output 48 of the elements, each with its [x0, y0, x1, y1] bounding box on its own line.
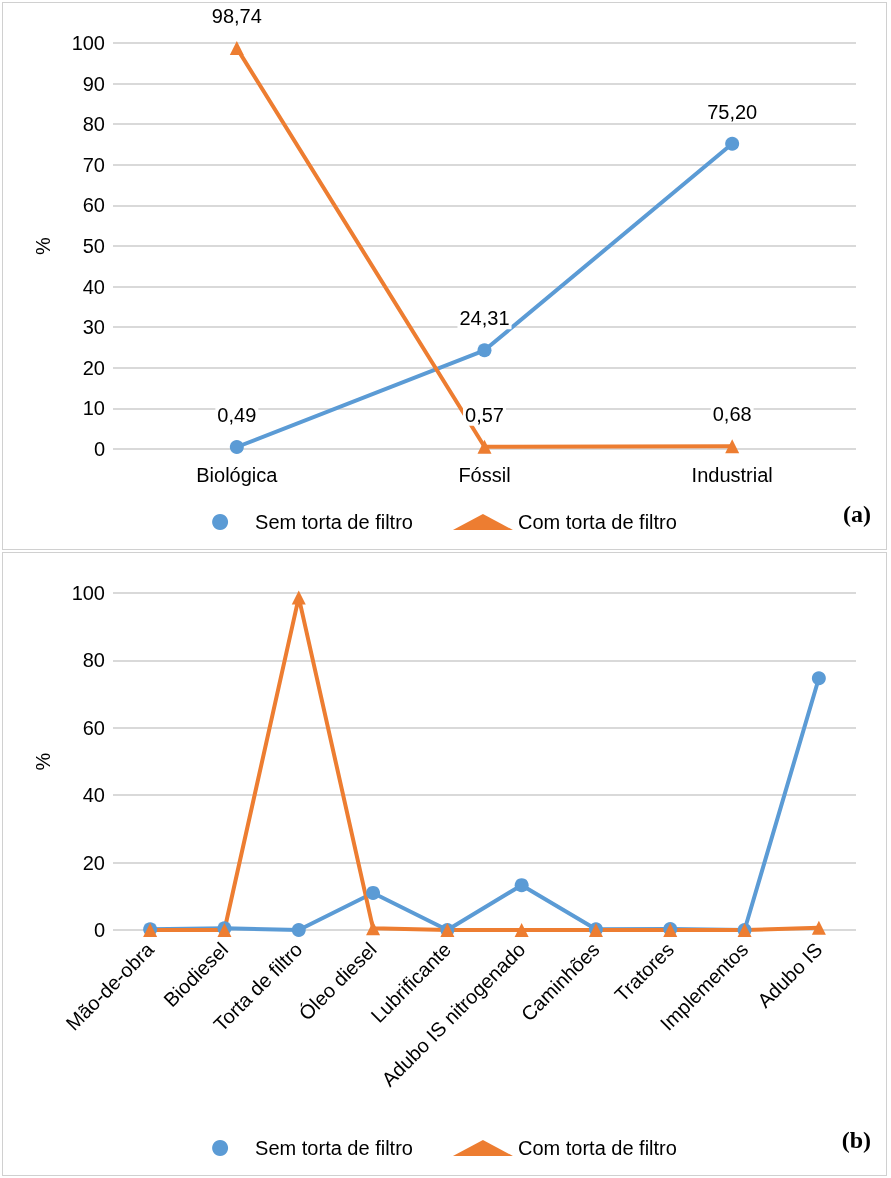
- point: [725, 439, 740, 454]
- x-tick-label: Biológica: [196, 464, 279, 486]
- y-axis-title: %: [32, 236, 54, 255]
- y-axis-title: %: [32, 752, 54, 771]
- point: [725, 136, 740, 151]
- text: (a): [843, 501, 871, 527]
- y-tick-label: 80: [82, 649, 105, 672]
- point: [366, 885, 381, 900]
- y-tick-label: 40: [82, 275, 105, 298]
- point: [514, 878, 529, 893]
- data-label: 0,68: [712, 403, 752, 426]
- point: [291, 590, 306, 605]
- y-tick-label: 70: [82, 153, 105, 176]
- y-tick-label: 80: [82, 113, 105, 136]
- y-tick-label: 30: [82, 316, 105, 339]
- data-label: 0,57: [465, 403, 504, 426]
- y-tick-label: 100: [71, 32, 105, 54]
- point: [514, 923, 529, 937]
- y-tick-label: 60: [82, 194, 105, 217]
- x-tick-label: Industrial: [691, 464, 773, 486]
- point: [366, 921, 381, 936]
- y-tick-label: 60: [82, 716, 105, 739]
- legend-label: Com torta de filtro: [517, 1137, 677, 1159]
- data-label: 24,31: [459, 307, 510, 330]
- x-tick-label: Fóssil: [458, 464, 511, 486]
- y-tick-label: 100: [71, 582, 105, 604]
- legend-label: Sem torta de filtro: [255, 511, 413, 533]
- legend-label: Sem torta de filtro: [255, 1137, 413, 1159]
- data-label: 98,74: [211, 5, 262, 28]
- data-label: 75,20: [707, 100, 758, 123]
- data-label: 0,49: [217, 404, 257, 427]
- y-tick-label: 50: [82, 235, 105, 257]
- y-tick-label: 0: [93, 438, 105, 460]
- point: [811, 671, 826, 686]
- point: [229, 41, 244, 56]
- y-tick-label: 20: [82, 356, 105, 379]
- point: [477, 343, 492, 358]
- point: [229, 440, 244, 455]
- point: [477, 439, 492, 454]
- text: (b): [841, 1127, 872, 1153]
- y-tick-label: 40: [82, 784, 105, 807]
- y-tick-label: 10: [82, 397, 105, 420]
- legend-label: Com torta de filtro: [517, 511, 677, 533]
- point: [291, 923, 306, 937]
- y-tick-label: 20: [82, 851, 105, 874]
- y-tick-label: 90: [82, 72, 105, 95]
- y-tick-label: 0: [93, 919, 105, 941]
- point: [811, 920, 826, 935]
